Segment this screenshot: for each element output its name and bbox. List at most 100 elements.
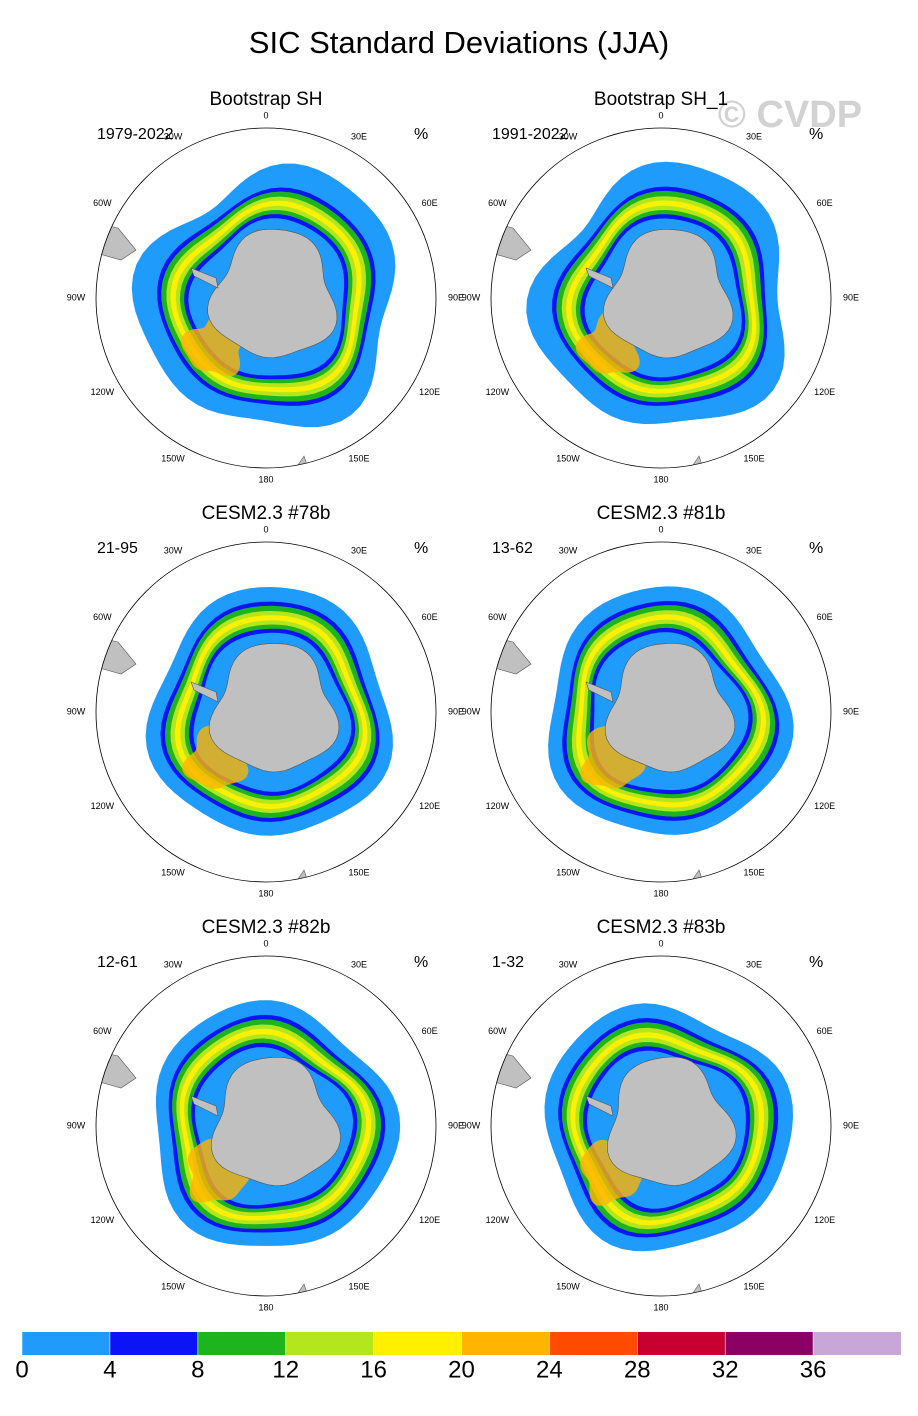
longitude-label: 60W [93, 1026, 112, 1036]
longitude-label: 120E [419, 1215, 440, 1225]
island [690, 1283, 704, 1296]
colorbar-label: 28 [624, 1356, 651, 1383]
antarctica [210, 1057, 341, 1187]
longitude-label: 60E [422, 1026, 438, 1036]
longitude-label: 30E [351, 545, 367, 555]
units-label: % [414, 954, 428, 971]
period-label: 1979-2022 [97, 126, 174, 143]
longitude-label: 90E [843, 706, 859, 716]
longitude-label: 120E [419, 387, 440, 397]
longitude-label: 60E [422, 612, 438, 622]
longitude-label: 0 [658, 110, 663, 120]
map-panel: Bootstrap SH 1979-2022 % 0 30E 60E 90E 120E 150E… [67, 89, 464, 484]
longitude-label: 90W [67, 706, 86, 716]
longitude-label: 120E [419, 801, 440, 811]
longitude-label: 0 [263, 938, 268, 948]
panel-title: Bootstrap SH [210, 89, 323, 110]
longitude-label: 30W [559, 959, 578, 969]
peninsula [190, 681, 219, 703]
colorbar-label: 24 [536, 1356, 563, 1383]
units-label: % [414, 540, 428, 557]
longitude-label: 60E [817, 198, 833, 208]
longitude-label: 30W [164, 959, 183, 969]
map-panel: CESM2.3 #83b 1-32 % 0 30E 60E 90E 120E 150E 180 15… [462, 917, 859, 1312]
longitude-label: 0 [658, 938, 663, 948]
sic-high [187, 1138, 252, 1203]
longitude-label: 90W [67, 1120, 86, 1130]
longitude-label: 30E [746, 131, 762, 141]
map-field [491, 161, 785, 468]
longitude-label: 150W [556, 867, 580, 877]
colorbar-label: 20 [448, 1356, 475, 1383]
island [295, 869, 309, 882]
longitude-label: 150W [556, 453, 580, 463]
map-boundary [490, 955, 832, 1297]
colorbar-label: 8 [191, 1356, 204, 1383]
units-label: % [809, 540, 823, 557]
map-boundary [95, 127, 437, 469]
longitude-label: 30W [559, 131, 578, 141]
antarctica [208, 643, 340, 773]
longitude-label: 0 [263, 524, 268, 534]
longitude-label: 150E [348, 1281, 369, 1291]
sic-high [580, 724, 646, 789]
units-label: % [809, 126, 823, 143]
peninsula [190, 267, 219, 289]
colorbar-label: 36 [800, 1356, 827, 1383]
units-label: % [414, 126, 428, 143]
longitude-label: 120W [91, 801, 115, 811]
colorbar-label: 4 [103, 1356, 116, 1383]
colorbar-box [285, 1332, 374, 1355]
longitude-label: 150E [743, 1281, 764, 1291]
longitude-label: 60E [422, 198, 438, 208]
longitude-label: 120W [486, 1215, 510, 1225]
antarctica [604, 643, 736, 773]
longitude-label: 90E [448, 706, 464, 716]
longitude-label: 60E [817, 1026, 833, 1036]
panel-title: CESM2.3 #83b [597, 917, 726, 938]
map-panel: CESM2.3 #81b 13-62 % 0 30E 60E 90E 120E 150E 180 1… [462, 503, 859, 898]
colorbar-box [109, 1332, 198, 1355]
longitude-label: 30W [164, 545, 183, 555]
colorbar-label: 12 [272, 1356, 299, 1383]
longitude-label: 120W [91, 387, 115, 397]
longitude-label: 60W [93, 198, 112, 208]
island [690, 869, 704, 882]
longitude-label: 90E [843, 292, 859, 302]
panel-title: CESM2.3 #78b [202, 503, 331, 524]
colorbar-box [197, 1332, 286, 1355]
longitude-label: 120W [486, 387, 510, 397]
longitude-label: 150E [743, 453, 764, 463]
map-field [491, 586, 794, 882]
longitude-label: 90E [448, 292, 464, 302]
colorbar-label: 16 [360, 1356, 387, 1383]
longitude-label: 150W [556, 1281, 580, 1291]
period-label: 1991-2022 [492, 126, 569, 143]
period-label: 12-61 [97, 954, 138, 971]
longitude-label: 90W [462, 706, 481, 716]
antarctica [602, 229, 734, 359]
antarctica [207, 229, 338, 359]
longitude-label: 150W [161, 867, 185, 877]
longitude-label: 180 [653, 474, 668, 484]
figure-title: SIC Standard Deviations (JJA) [249, 25, 669, 60]
colorbar-box [549, 1332, 638, 1355]
peninsula [585, 1095, 614, 1117]
longitude-label: 150E [348, 867, 369, 877]
island [295, 455, 309, 468]
longitude-label: 60W [488, 612, 507, 622]
longitude-label: 180 [653, 888, 668, 898]
colorbar-box [22, 1332, 110, 1355]
longitude-label: 90E [843, 1120, 859, 1130]
longitude-label: 60W [488, 1026, 507, 1036]
longitude-label: 30E [746, 545, 762, 555]
longitude-label: 180 [258, 1302, 273, 1312]
watermark: © CVDP [718, 94, 862, 136]
colorbar-box [373, 1332, 462, 1355]
longitude-label: 180 [258, 888, 273, 898]
longitude-label: 120W [91, 1215, 115, 1225]
longitude-label: 30W [164, 131, 183, 141]
longitude-label: 120E [814, 387, 835, 397]
longitude-label: 150W [161, 453, 185, 463]
longitude-label: 120E [814, 1215, 835, 1225]
